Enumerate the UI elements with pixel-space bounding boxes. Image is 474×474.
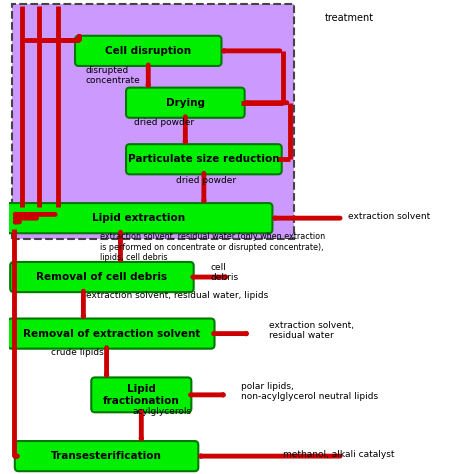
Text: extraction solvent, residual water (only when extraction
is performed on concent: extraction solvent, residual water (only…	[100, 232, 325, 262]
Text: Lipid
fractionation: Lipid fractionation	[103, 384, 180, 406]
FancyBboxPatch shape	[10, 262, 194, 292]
FancyBboxPatch shape	[8, 319, 215, 349]
Text: treatment: treatment	[324, 13, 374, 23]
Text: dried powder: dried powder	[134, 118, 194, 127]
Text: extraction solvent: extraction solvent	[347, 212, 430, 221]
Text: Transesterification: Transesterification	[51, 451, 162, 461]
Text: Removal of cell debris: Removal of cell debris	[36, 272, 167, 282]
FancyBboxPatch shape	[126, 88, 245, 118]
Text: Removal of extraction solvent: Removal of extraction solvent	[22, 328, 200, 338]
Text: dried powder: dried powder	[176, 176, 236, 185]
FancyBboxPatch shape	[15, 441, 198, 471]
FancyBboxPatch shape	[75, 36, 221, 66]
Text: polar lipids,
non-acylglycerol neutral lipids: polar lipids, non-acylglycerol neutral l…	[241, 382, 378, 401]
Text: crude lipids: crude lipids	[51, 348, 104, 357]
FancyBboxPatch shape	[6, 203, 273, 233]
Text: cell
debris: cell debris	[211, 263, 239, 282]
Text: methanol, alkali catalyst: methanol, alkali catalyst	[283, 450, 394, 459]
FancyBboxPatch shape	[126, 144, 282, 174]
Text: extraction solvent,
residual water: extraction solvent, residual water	[269, 320, 354, 340]
Text: extraction solvent, residual water, lipids: extraction solvent, residual water, lipi…	[86, 291, 268, 300]
Text: Lipid extraction: Lipid extraction	[92, 213, 185, 223]
Text: Particulate size reduction: Particulate size reduction	[128, 154, 280, 164]
FancyBboxPatch shape	[91, 377, 191, 412]
Text: Cell disruption: Cell disruption	[105, 46, 191, 56]
FancyBboxPatch shape	[11, 4, 294, 239]
Text: disrupted
concentrate: disrupted concentrate	[86, 66, 140, 85]
Text: acylglycerols: acylglycerols	[132, 407, 191, 416]
Text: Drying: Drying	[166, 98, 205, 108]
